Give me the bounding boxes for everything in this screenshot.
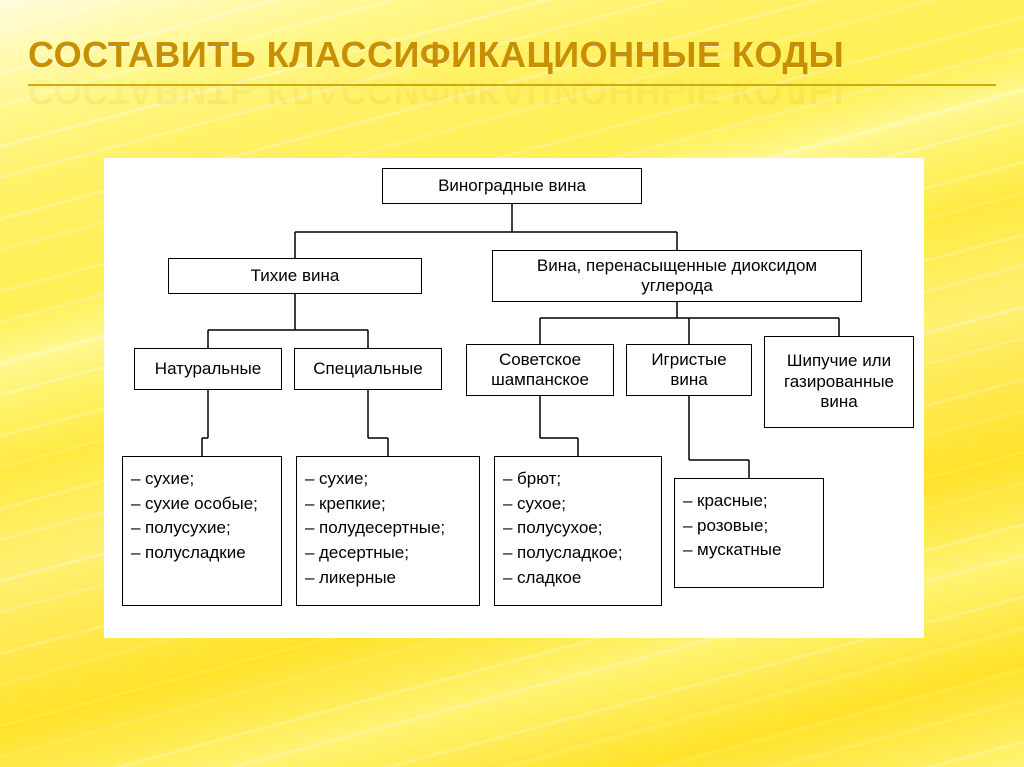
tree-node-fizz: Шипучие или газированные вина <box>764 336 914 428</box>
leaf-item: –красные; <box>683 489 817 514</box>
leaf-item: –сухие; <box>131 467 275 492</box>
leaf-item: –полусладкое; <box>503 541 655 566</box>
classification-diagram: Виноградные вина Тихие вина Вина, перенасы… <box>104 158 924 638</box>
tree-leaf-sov_l: –брют;–сухое;–полусухое;–полусладкое;–сл… <box>494 456 662 606</box>
leaf-item: –мускатные <box>683 538 817 563</box>
tree-node-sov: Советское шампанское <box>466 344 614 396</box>
leaf-item: –полусладкие <box>131 541 275 566</box>
tree-node-quiet: Тихие вина <box>168 258 422 294</box>
leaf-item: –полусухое; <box>503 516 655 541</box>
tree-node-nat: Натуральные <box>134 348 282 390</box>
leaf-item: –десертные; <box>305 541 473 566</box>
leaf-item: –полудесертные; <box>305 516 473 541</box>
slide-title-reflection: Составить классификационные коды <box>28 70 844 112</box>
tree-node-co2: Вина, перенасыщенные диоксидом углерода <box>492 250 862 302</box>
tree-leaf-spec_l: –сухие;–крепкие;–полудесертные;–десертны… <box>296 456 480 606</box>
leaf-item: –полусухие; <box>131 516 275 541</box>
leaf-item: –сухие; <box>305 467 473 492</box>
leaf-item: –ликерные <box>305 566 473 591</box>
leaf-item: –розовые; <box>683 514 817 539</box>
leaf-item: –брют; <box>503 467 655 492</box>
title-underline <box>28 84 996 86</box>
tree-leaf-spark_l: –красные;–розовые;–мускатные <box>674 478 824 588</box>
leaf-item: –сухое; <box>503 492 655 517</box>
tree-leaf-nat_l: –сухие;–сухие особые;–полусухие;–полусла… <box>122 456 282 606</box>
slide-title-block: Составить классификационные коды Состави… <box>28 34 844 112</box>
tree-node-root: Виноградные вина <box>382 168 642 204</box>
leaf-item: –сухие особые; <box>131 492 275 517</box>
leaf-item: –крепкие; <box>305 492 473 517</box>
leaf-item: –сладкое <box>503 566 655 591</box>
tree-node-spark: Игристые вина <box>626 344 752 396</box>
tree-node-spec: Специальные <box>294 348 442 390</box>
